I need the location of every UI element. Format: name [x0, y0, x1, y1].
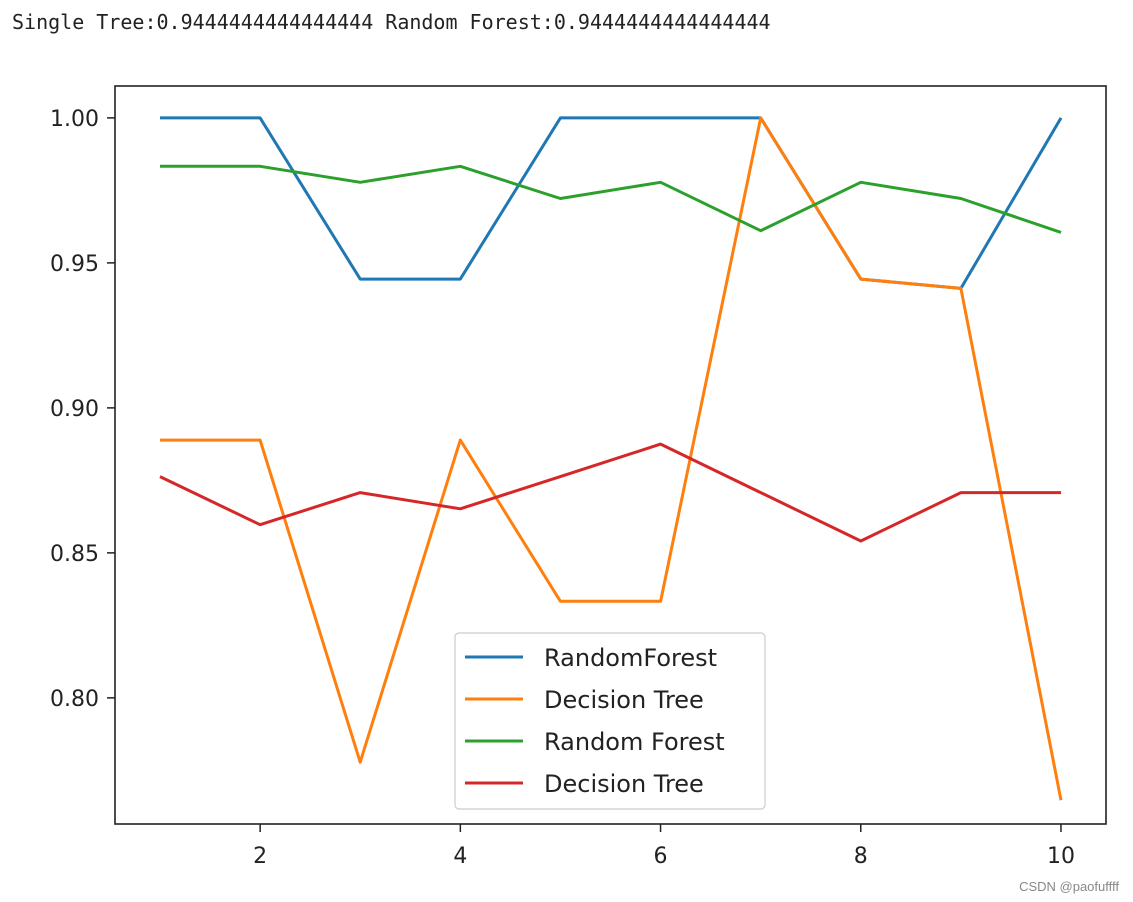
y-tick-label: 0.90 — [50, 397, 99, 422]
legend-label: Decision Tree — [544, 686, 704, 714]
x-tick-label: 2 — [253, 844, 267, 869]
legend-label: RandomForest — [544, 644, 717, 672]
legend-label: Decision Tree — [544, 770, 704, 798]
series-layer — [159, 116, 1063, 801]
legend-label: Random Forest — [544, 728, 725, 756]
series-line-3 — [160, 164, 1062, 234]
y-tick-label: 0.80 — [50, 687, 99, 712]
series-line-2 — [160, 116, 1063, 801]
x-tick-label: 6 — [654, 844, 668, 869]
console-output-text: Single Tree:0.9444444444444444 Random Fo… — [12, 10, 771, 34]
y-tick-label: 0.95 — [50, 252, 99, 277]
series-line-1 — [160, 116, 1063, 290]
y-tick-label: 0.85 — [50, 542, 99, 567]
series-line-4 — [159, 442, 1061, 543]
x-tick-label: 8 — [854, 844, 868, 869]
x-tick-label: 10 — [1047, 844, 1075, 869]
watermark: CSDN @paofuffff — [1019, 879, 1119, 894]
x-tick-label: 4 — [453, 844, 467, 869]
y-tick-label: 1.00 — [50, 107, 99, 132]
plot-frame — [114, 85, 1107, 825]
ticks-layer: 2 4 6 8 10 0.80 0.85 0.90 0.95 1.00 — [50, 107, 1075, 869]
legend: RandomForest Decision Tree Random Forest De… — [454, 632, 766, 810]
legend-box — [454, 632, 766, 810]
